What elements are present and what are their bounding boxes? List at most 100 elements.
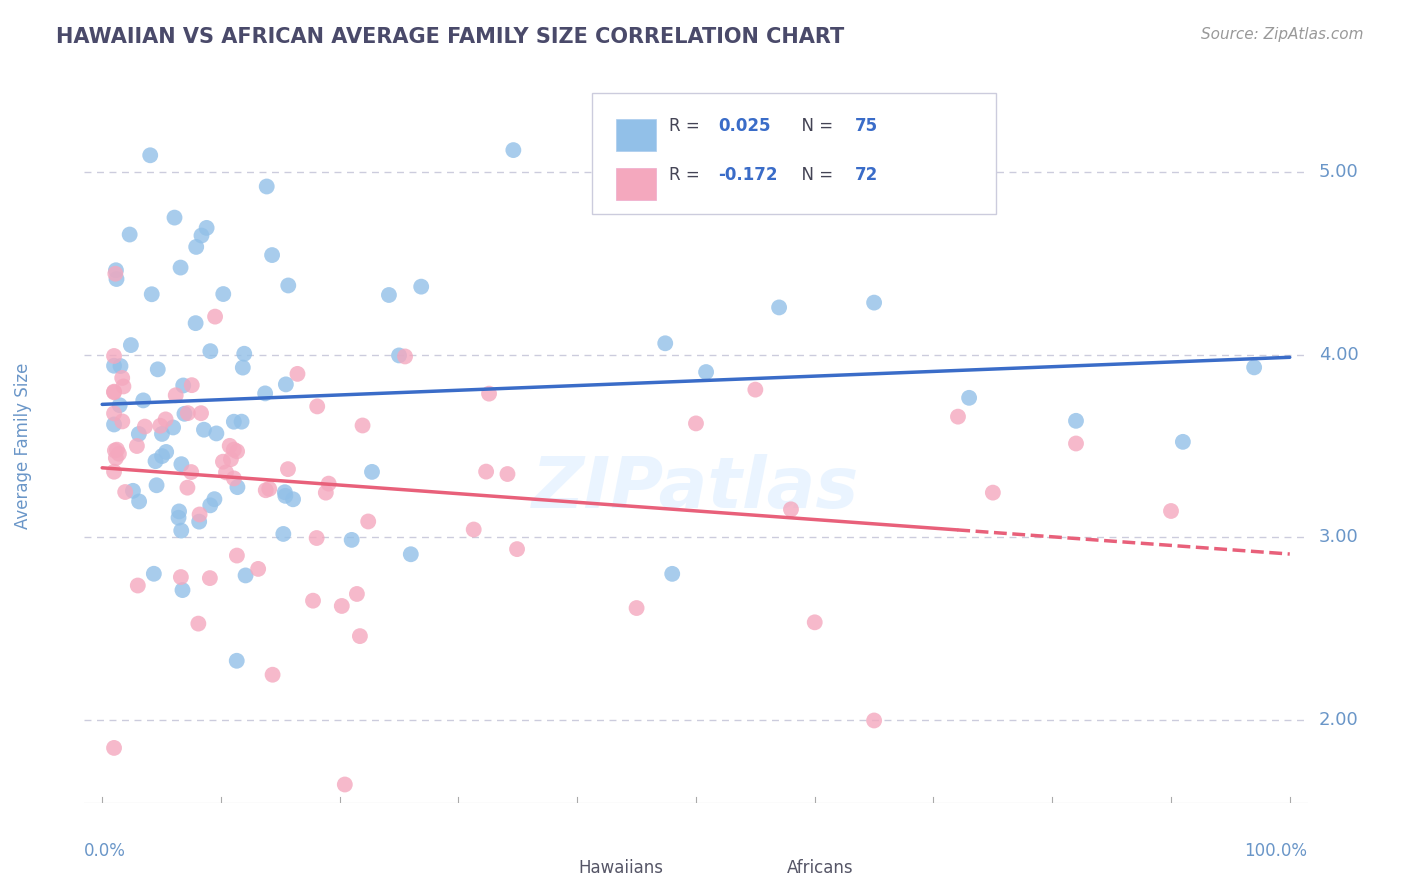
Point bbox=[205, 426, 228, 441]
Point bbox=[172, 583, 194, 598]
Point bbox=[277, 278, 299, 293]
Point bbox=[104, 267, 127, 281]
Point bbox=[155, 412, 177, 426]
FancyBboxPatch shape bbox=[616, 168, 655, 200]
Point bbox=[274, 489, 297, 503]
Point bbox=[200, 499, 222, 513]
Point bbox=[188, 508, 211, 522]
Point bbox=[315, 485, 337, 500]
Point bbox=[103, 384, 125, 399]
Text: R =: R = bbox=[669, 166, 704, 184]
Point bbox=[105, 442, 128, 457]
Point bbox=[162, 420, 184, 434]
Point bbox=[150, 449, 173, 463]
Point bbox=[104, 263, 127, 277]
Point bbox=[231, 415, 253, 429]
Point bbox=[170, 457, 193, 471]
Point bbox=[273, 527, 295, 541]
Point bbox=[110, 359, 132, 373]
Text: 0.025: 0.025 bbox=[718, 117, 770, 135]
Point bbox=[411, 279, 433, 293]
Point bbox=[167, 510, 190, 524]
Text: R =: R = bbox=[669, 117, 704, 135]
Point bbox=[180, 378, 202, 392]
Point bbox=[709, 128, 731, 142]
Point bbox=[212, 287, 235, 301]
Point bbox=[190, 406, 212, 420]
FancyBboxPatch shape bbox=[592, 93, 995, 214]
Point bbox=[307, 400, 329, 414]
Point bbox=[340, 533, 363, 547]
Text: 4.00: 4.00 bbox=[1319, 345, 1358, 364]
Text: Hawaiians: Hawaiians bbox=[578, 860, 664, 878]
Point bbox=[768, 301, 790, 315]
Point bbox=[198, 571, 221, 585]
Point bbox=[281, 492, 304, 507]
Point bbox=[478, 386, 501, 401]
Point bbox=[170, 524, 193, 538]
Point bbox=[125, 439, 148, 453]
Point bbox=[463, 523, 485, 537]
Point bbox=[212, 455, 235, 469]
Point bbox=[378, 288, 401, 302]
Point bbox=[167, 504, 190, 518]
Point bbox=[946, 409, 969, 424]
Point bbox=[103, 740, 125, 755]
Point bbox=[222, 415, 245, 429]
Point bbox=[226, 480, 249, 494]
Point bbox=[134, 419, 156, 434]
Point bbox=[112, 379, 135, 393]
Point bbox=[149, 418, 172, 433]
Text: 3.00: 3.00 bbox=[1319, 528, 1358, 547]
Point bbox=[163, 211, 186, 225]
Point bbox=[176, 481, 198, 495]
Point bbox=[118, 227, 141, 242]
Point bbox=[863, 714, 886, 728]
Point bbox=[225, 654, 247, 668]
Text: 2.00: 2.00 bbox=[1319, 712, 1358, 730]
Point bbox=[190, 228, 212, 243]
Point bbox=[346, 587, 368, 601]
Point bbox=[254, 386, 277, 401]
Text: ZIPatlas: ZIPatlas bbox=[533, 454, 859, 524]
Point bbox=[142, 566, 165, 581]
Point bbox=[150, 426, 173, 441]
Point bbox=[139, 148, 162, 162]
Point bbox=[235, 568, 257, 582]
Text: N =: N = bbox=[792, 166, 839, 184]
Point bbox=[496, 467, 519, 481]
Text: Average Family Size: Average Family Size bbox=[14, 363, 32, 529]
Text: 0.0%: 0.0% bbox=[84, 842, 127, 860]
Point bbox=[108, 398, 131, 412]
Point bbox=[187, 616, 209, 631]
FancyBboxPatch shape bbox=[537, 853, 564, 885]
Point bbox=[302, 593, 325, 607]
Point bbox=[128, 494, 150, 508]
Point bbox=[330, 599, 353, 613]
Point bbox=[141, 287, 163, 301]
Point bbox=[132, 393, 155, 408]
Point bbox=[361, 465, 384, 479]
FancyBboxPatch shape bbox=[745, 853, 772, 885]
Point bbox=[188, 515, 211, 529]
Text: Africans: Africans bbox=[786, 860, 853, 878]
Point bbox=[127, 578, 149, 592]
Point bbox=[506, 542, 529, 557]
Point bbox=[146, 362, 169, 376]
Point bbox=[195, 220, 218, 235]
Text: 72: 72 bbox=[855, 166, 879, 184]
Point bbox=[1243, 360, 1265, 375]
Point bbox=[259, 482, 281, 496]
Point bbox=[128, 427, 150, 442]
Point bbox=[256, 179, 278, 194]
Point bbox=[626, 601, 648, 615]
Point bbox=[232, 360, 254, 375]
Point bbox=[103, 465, 125, 479]
Point bbox=[145, 478, 167, 492]
Point bbox=[1160, 504, 1182, 518]
Point bbox=[305, 531, 328, 545]
Point bbox=[233, 347, 256, 361]
Point bbox=[200, 344, 222, 359]
Point bbox=[114, 485, 136, 500]
Point bbox=[180, 465, 202, 479]
